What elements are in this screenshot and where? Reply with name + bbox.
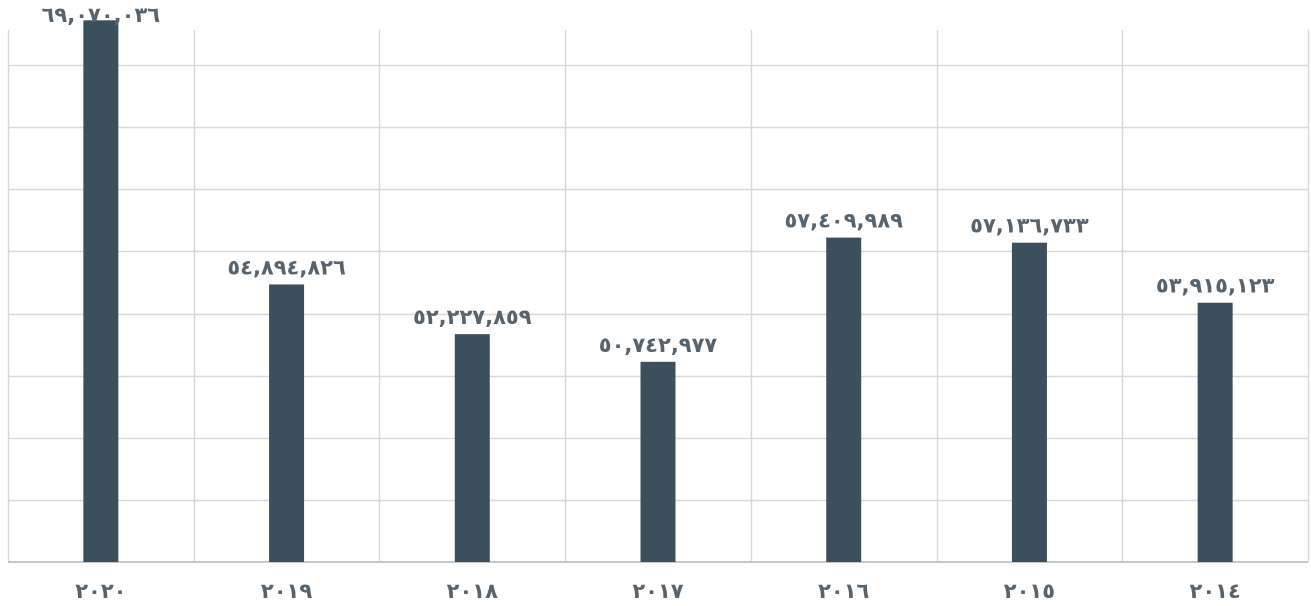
bar-6 bbox=[1197, 302, 1233, 562]
x-tick-label-1: ٢٠١٩ bbox=[261, 579, 312, 603]
x-axis-tick-labels: ٢٠٢٠ ٢٠١٩ ٢٠١٨ ٢٠١٧ ٢٠١٦ ٢٠١٥ ٢٠١٤ bbox=[75, 579, 1241, 603]
x-tick-label-2: ٢٠١٨ bbox=[447, 579, 498, 603]
x-tick-label-3: ٢٠١٧ bbox=[632, 579, 683, 603]
x-tick-label-4: ٢٠١٦ bbox=[818, 579, 869, 603]
data-labels: ٦٩,٠٧٠,٠٣٦ ٥٤,٨٩٤,٨٢٦ ٥٢,٢٢٧,٨٥٩ ٥٠,٧٤٢,٩٧٧… bbox=[42, 3, 1275, 357]
data-label-3: ٥٠,٧٤٢,٩٧٧ bbox=[599, 333, 718, 357]
bar-4 bbox=[826, 237, 862, 562]
data-label-5: ٥٧,١٣٦,٧٣٣ bbox=[970, 214, 1089, 238]
data-label-0: ٦٩,٠٧٠,٠٣٦ bbox=[42, 3, 161, 27]
data-label-4: ٥٧,٤٠٩,٩٨٩ bbox=[784, 209, 903, 233]
bars bbox=[83, 20, 1233, 563]
bar-3 bbox=[640, 361, 676, 562]
data-label-1: ٥٤,٨٩٤,٨٢٦ bbox=[227, 255, 346, 279]
data-label-6: ٥٣,٩١٥,١٢٣ bbox=[1156, 274, 1275, 298]
bar-5 bbox=[1011, 242, 1047, 562]
x-tick-label-5: ٢٠١٥ bbox=[1004, 579, 1055, 603]
bar-0 bbox=[83, 20, 119, 563]
bar-2 bbox=[454, 334, 490, 562]
data-label-2: ٥٢,٢٢٧,٨٥٩ bbox=[413, 305, 532, 329]
x-tick-label-0: ٢٠٢٠ bbox=[75, 579, 126, 603]
x-tick-label-6: ٢٠١٤ bbox=[1190, 579, 1241, 603]
bar-1 bbox=[269, 284, 305, 562]
